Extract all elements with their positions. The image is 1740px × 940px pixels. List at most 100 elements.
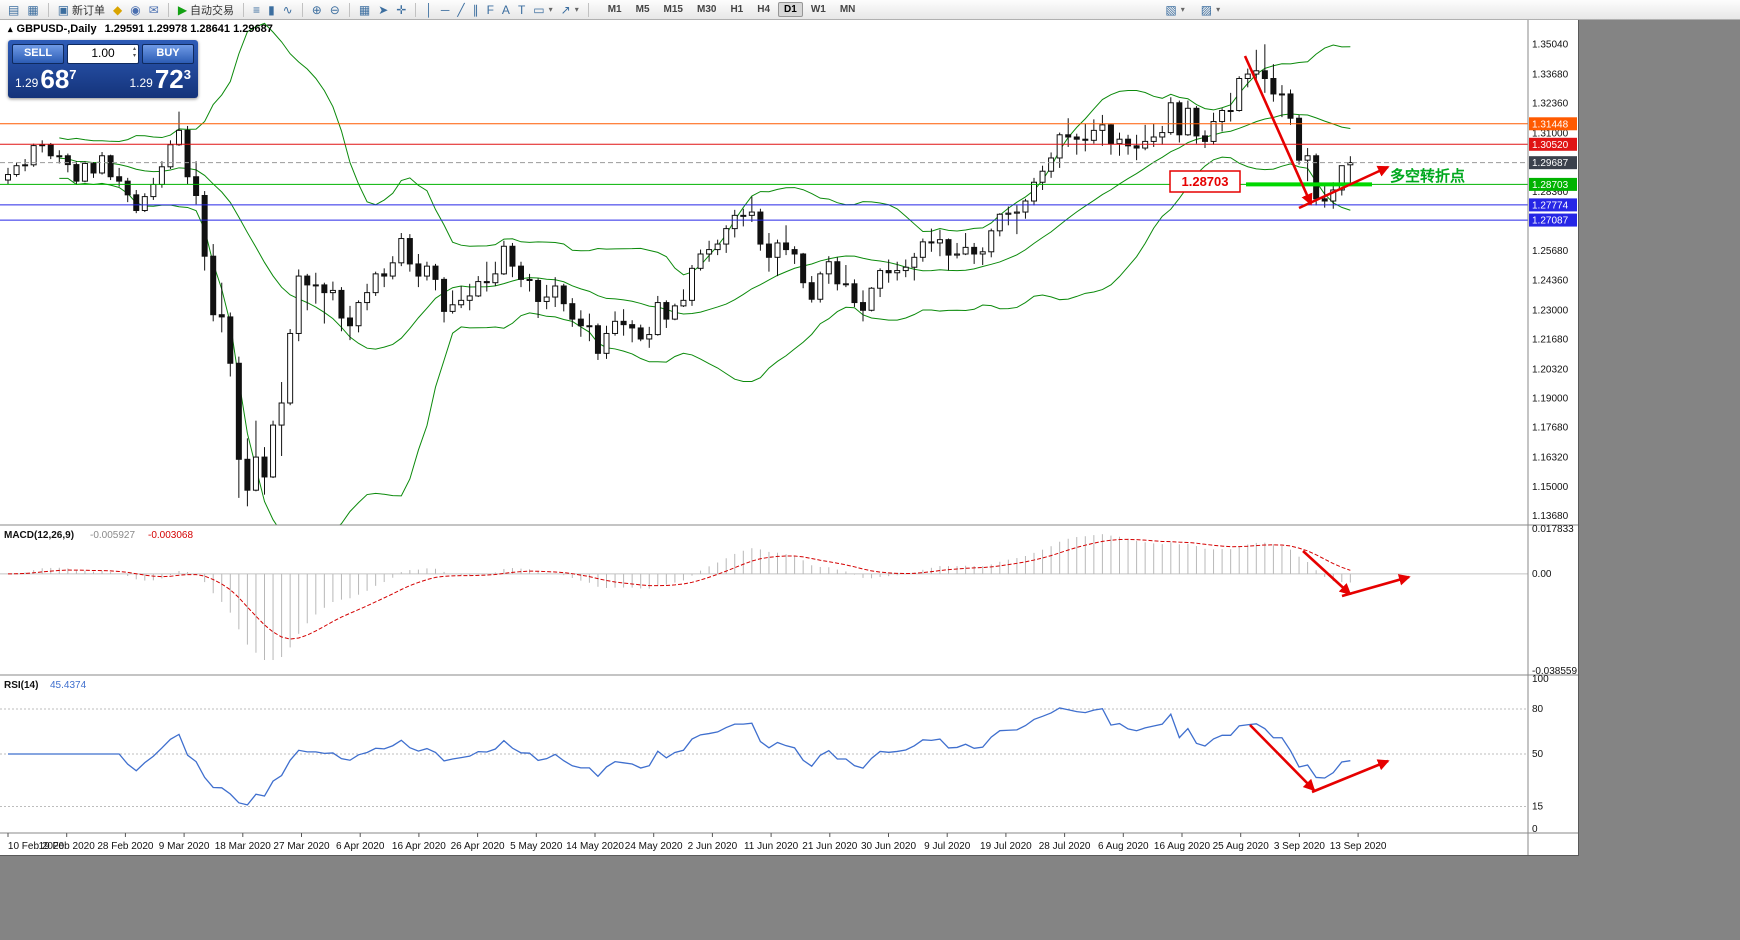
axis-label-1.28703: 1.28703 <box>1532 180 1569 191</box>
svg-text:27 Mar 2020: 27 Mar 2020 <box>273 841 330 852</box>
arrange-windows-icon[interactable]: ▦ <box>355 2 374 18</box>
timeframe-h1[interactable]: H1 <box>730 4 744 15</box>
svg-text:28 Feb 2020: 28 Feb 2020 <box>97 841 154 852</box>
price-tag-box[interactable] <box>1169 170 1241 193</box>
zoom-out-icon[interactable]: ⊖ <box>326 2 344 18</box>
svg-text:2 Jun 2020: 2 Jun 2020 <box>688 841 738 852</box>
channel-icon-glyph: ∥ <box>472 2 479 17</box>
svg-text:16 Apr 2020: 16 Apr 2020 <box>392 841 446 852</box>
arrows-icon-dropdown[interactable]: ▾ <box>574 5 579 14</box>
candlestick-chart-icon[interactable]: ▮ <box>264 2 279 18</box>
svg-text:1.25680: 1.25680 <box>1532 246 1569 257</box>
macd-label: MACD(12,26,9) -0.005927 -0.003068 <box>4 530 193 541</box>
timeframe-m15[interactable]: M15 <box>663 4 683 15</box>
market-watch-icon-glyph: ▤ <box>8 2 20 17</box>
price-axis[interactable]: 1.35040 1.33680 1.32360 1.31000 1.28360 1.256… <box>1529 40 1577 835</box>
horizontal-line-icon[interactable]: ─ <box>437 2 454 18</box>
bar-chart-icon[interactable]: ≡ <box>249 2 264 18</box>
timeframe-m30[interactable]: M30 <box>696 4 717 15</box>
toolbar-separator <box>243 2 245 17</box>
one-click-trading-panel: SELL 1.00 ▴ ▾ BUY 1.29 68 7 1.29 7 <box>8 40 198 98</box>
cursor-icon[interactable]: ➤ <box>374 2 392 18</box>
turning-point-text[interactable]: 多空转折点 <box>1390 167 1465 185</box>
bollinger-upper-line <box>59 22 1351 276</box>
volume-input[interactable]: 1.00 ▴ ▾ <box>67 44 139 64</box>
window-list-icon[interactable]: ▨ ▾ <box>1197 2 1224 18</box>
text-icon[interactable]: A <box>498 2 514 18</box>
bid-price[interactable]: 1.29 68 7 <box>15 64 77 94</box>
svg-text:3 Sep 2020: 3 Sep 2020 <box>1274 841 1326 852</box>
axis-label-box-1.30520 <box>1529 137 1577 151</box>
buy-button[interactable]: BUY <box>142 44 194 64</box>
svg-text:15: 15 <box>1532 802 1544 813</box>
bid-price-pip: 7 <box>69 67 77 82</box>
alerts-icon[interactable]: ◉ <box>126 2 144 18</box>
rebound-arrow-rsi[interactable] <box>1311 759 1390 794</box>
bid-price-big: 68 <box>40 64 70 94</box>
line-chart-icon[interactable]: ∿ <box>279 2 297 18</box>
decline-arrow-main[interactable] <box>1243 55 1313 206</box>
svg-text:1.35040: 1.35040 <box>1532 40 1569 51</box>
svg-text:1.32360: 1.32360 <box>1532 99 1569 110</box>
timeframe-m1[interactable]: M1 <box>607 4 622 15</box>
svg-text:1.13680: 1.13680 <box>1532 511 1569 522</box>
shapes-icon-dropdown[interactable]: ▾ <box>548 5 553 14</box>
timeframe-m5[interactable]: M5 <box>635 4 650 15</box>
new-chart-icon-dropdown[interactable]: ▾ <box>1180 5 1185 14</box>
chart-window: 1.35040 1.33680 1.32360 1.31000 1.28360 1.256… <box>0 20 1579 856</box>
rebound-arrow-macd[interactable] <box>1341 574 1411 598</box>
decline-arrow-rsi[interactable] <box>1249 724 1316 792</box>
vertical-line-icon[interactable]: │ <box>421 2 437 18</box>
svg-text:6 Aug 2020: 6 Aug 2020 <box>1098 841 1149 852</box>
svg-text:1.17680: 1.17680 <box>1532 423 1569 434</box>
one-click-toggle-icon[interactable]: ▴ <box>8 24 13 34</box>
new-chart-icon[interactable]: ▧ ▾ <box>1161 2 1188 18</box>
svg-text:1.24360: 1.24360 <box>1532 275 1569 286</box>
svg-text:19 Jul 2020: 19 Jul 2020 <box>980 841 1032 852</box>
shapes-icon[interactable]: ▭ ▾ <box>529 2 556 18</box>
crosshair-icon[interactable]: ✛ <box>392 2 410 18</box>
cursor-icon-glyph: ➤ <box>378 2 389 17</box>
timeframe-w1[interactable]: W1 <box>810 4 826 15</box>
channel-icon[interactable]: ∥ <box>469 2 483 18</box>
svg-text:0.00: 0.00 <box>1532 569 1552 580</box>
svg-text:RSI(14): RSI(14) <box>4 680 38 691</box>
shapes-icon-glyph: ▭ <box>533 2 545 17</box>
ask-price-pip: 3 <box>183 67 191 82</box>
autotrading-button[interactable]: ▶ 自动交易 <box>174 1 238 19</box>
toolbar-right-group: ▧ ▾ ▨ ▾ <box>1161 2 1224 18</box>
svg-text:-0.003068: -0.003068 <box>148 530 193 541</box>
market-watch-icon[interactable]: ▤ <box>4 2 23 18</box>
new-order-button[interactable]: ▣ 新订单 <box>54 1 109 19</box>
timeframe-mn[interactable]: MN <box>839 4 856 15</box>
axis-label-1.29687: 1.29687 <box>1532 158 1569 169</box>
chart-canvas[interactable]: 1.35040 1.33680 1.32360 1.31000 1.28360 1.256… <box>0 20 1578 855</box>
trendline-icon[interactable]: ╱ <box>453 2 468 18</box>
sell-button[interactable]: SELL <box>12 44 64 64</box>
volume-spinner[interactable]: ▴ ▾ <box>132 46 136 59</box>
zoom-in-icon[interactable]: ⊕ <box>308 2 326 18</box>
data-window-icon[interactable]: ▦ <box>23 2 42 18</box>
rebound-arrow-main[interactable] <box>1298 165 1390 210</box>
arrows-icon[interactable]: ↗ ▾ <box>557 2 583 18</box>
toolbar-separator <box>47 2 49 17</box>
svg-text:9 Jul 2020: 9 Jul 2020 <box>924 841 971 852</box>
fibonacci-icon[interactable]: F <box>483 2 498 18</box>
svg-text:0.017833: 0.017833 <box>1532 524 1574 535</box>
timeframe-d1[interactable]: D1 <box>778 2 803 17</box>
svg-text:100: 100 <box>1532 674 1549 685</box>
metaeditor-icon-glyph: ◆ <box>113 2 123 17</box>
axis-label-1.31448: 1.31448 <box>1532 119 1569 130</box>
mailbox-icon[interactable]: ✉ <box>145 2 163 18</box>
label-icon[interactable]: T <box>514 2 529 18</box>
svg-text:19 Feb 2020: 19 Feb 2020 <box>39 841 96 852</box>
svg-text:-0.038559: -0.038559 <box>1532 666 1577 677</box>
axis-label-box-1.29687 <box>1529 156 1577 170</box>
window-list-icon-dropdown[interactable]: ▾ <box>1216 5 1221 14</box>
metaeditor-icon[interactable]: ◆ <box>109 2 126 18</box>
ask-price[interactable]: 1.29 72 3 <box>129 64 191 94</box>
mailbox-icon-glyph: ✉ <box>148 2 159 17</box>
timeframe-h4[interactable]: H4 <box>757 4 771 15</box>
decline-arrow-macd[interactable] <box>1302 550 1352 596</box>
